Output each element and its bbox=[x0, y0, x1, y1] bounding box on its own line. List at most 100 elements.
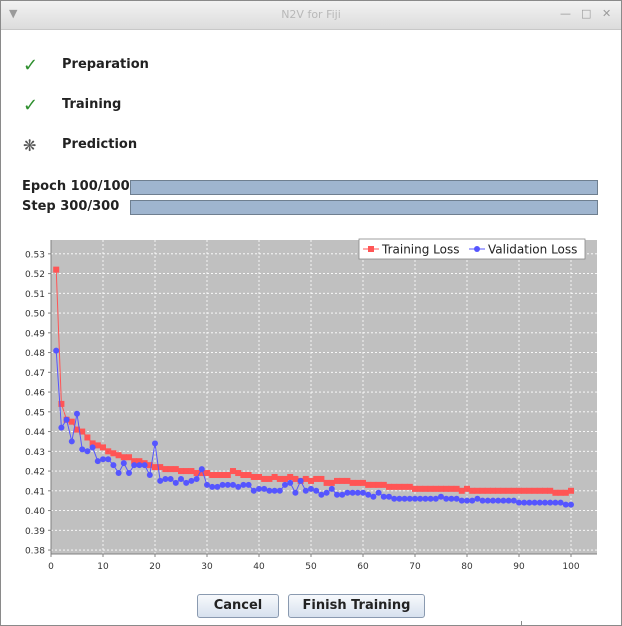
validation-loss-point bbox=[365, 491, 372, 498]
validation-loss-point bbox=[167, 475, 174, 482]
window-menu-icon[interactable]: ▼ bbox=[9, 7, 18, 20]
training-loss-point bbox=[157, 464, 164, 471]
validation-loss-point bbox=[323, 489, 330, 496]
training-loss-point bbox=[271, 473, 278, 480]
training-loss-point bbox=[74, 426, 80, 433]
training-loss-point bbox=[105, 448, 112, 455]
plot-area bbox=[51, 240, 597, 554]
validation-loss-point bbox=[63, 416, 70, 423]
validation-loss-point bbox=[318, 491, 325, 498]
validation-loss-point bbox=[146, 472, 153, 479]
minimize-icon[interactable]: — bbox=[560, 7, 571, 20]
validation-loss-point bbox=[110, 462, 117, 469]
validation-loss-point bbox=[266, 487, 273, 494]
training-loss-point bbox=[152, 464, 158, 471]
legend-validation-marker bbox=[474, 246, 480, 252]
validation-loss-point bbox=[495, 497, 502, 504]
cancel-button[interactable]: Cancel bbox=[197, 594, 279, 618]
training-loss-point bbox=[58, 400, 65, 407]
validation-loss-point bbox=[443, 495, 450, 502]
training-loss-point bbox=[209, 472, 216, 479]
y-tick-label: 0.40 bbox=[25, 507, 45, 517]
validation-loss-point bbox=[136, 462, 143, 469]
training-loss-point bbox=[448, 485, 455, 492]
maximize-icon[interactable]: □ bbox=[581, 7, 592, 20]
training-loss-point bbox=[282, 475, 288, 482]
validation-loss-point bbox=[141, 462, 148, 469]
validation-loss-point bbox=[230, 481, 236, 488]
training-loss-point bbox=[542, 487, 548, 494]
training-loss-point bbox=[417, 485, 424, 492]
validation-loss-point bbox=[209, 483, 216, 490]
validation-loss-point bbox=[406, 495, 413, 502]
validation-loss-point bbox=[505, 497, 512, 504]
validation-loss-point bbox=[183, 479, 190, 486]
validation-loss-point bbox=[157, 477, 164, 484]
training-loss-point bbox=[167, 466, 174, 473]
validation-loss-point bbox=[453, 495, 460, 502]
step-progress-label: Step 300/300 bbox=[22, 199, 120, 214]
validation-loss-point bbox=[58, 424, 65, 431]
training-loss-point bbox=[68, 418, 75, 425]
training-loss-point bbox=[323, 479, 330, 486]
training-loss-point bbox=[94, 442, 101, 449]
step-label: Prediction bbox=[62, 137, 138, 152]
training-loss-point bbox=[536, 487, 543, 494]
training-loss-point bbox=[53, 266, 60, 273]
close-icon[interactable]: ✕ bbox=[602, 7, 612, 20]
validation-loss-point bbox=[526, 499, 533, 506]
training-loss-point bbox=[245, 472, 252, 479]
validation-loss-point bbox=[344, 489, 351, 496]
title-bar: ▼ N2V for Fiji — □ ✕ bbox=[1, 1, 621, 30]
training-loss-point bbox=[266, 475, 273, 482]
training-loss-point bbox=[469, 487, 476, 494]
validation-loss-point bbox=[100, 456, 106, 463]
validation-loss-point bbox=[391, 495, 398, 502]
x-tick-label: 20 bbox=[149, 562, 161, 572]
training-loss-point bbox=[334, 477, 340, 484]
training-loss-point bbox=[500, 487, 507, 494]
window-title: N2V for Fiji bbox=[281, 8, 341, 21]
resize-divider bbox=[521, 621, 522, 625]
validation-loss-point bbox=[297, 477, 304, 484]
training-loss-point bbox=[287, 473, 294, 480]
finish-training-button[interactable]: Finish Training bbox=[288, 594, 425, 618]
y-tick-label: 0.39 bbox=[25, 527, 45, 537]
training-loss-point bbox=[162, 466, 169, 473]
validation-loss-point bbox=[94, 458, 101, 465]
x-tick-label: 0 bbox=[48, 562, 54, 572]
training-loss-point bbox=[401, 483, 408, 490]
training-loss-point bbox=[250, 473, 257, 480]
validation-loss-point bbox=[490, 497, 496, 504]
epoch-progress-bar bbox=[130, 180, 598, 195]
validation-loss-point bbox=[334, 491, 340, 498]
training-loss-point bbox=[547, 487, 554, 494]
validation-loss-point bbox=[339, 491, 346, 498]
validation-loss-point bbox=[386, 493, 392, 500]
validation-loss-point bbox=[89, 444, 96, 451]
training-loss-point bbox=[422, 485, 429, 492]
training-loss-point bbox=[79, 428, 86, 435]
validation-loss-point bbox=[224, 481, 231, 488]
training-loss-point bbox=[516, 487, 522, 494]
x-tick-label: 50 bbox=[305, 562, 317, 572]
training-loss-point bbox=[261, 475, 268, 482]
validation-loss-point bbox=[412, 495, 418, 502]
step-progress-bar bbox=[130, 200, 598, 215]
validation-loss-point bbox=[74, 410, 80, 417]
training-loss-point bbox=[126, 454, 132, 461]
validation-loss-point bbox=[178, 475, 184, 482]
x-tick-label: 80 bbox=[461, 562, 473, 572]
validation-loss-point bbox=[354, 489, 361, 496]
training-loss-point bbox=[318, 475, 325, 482]
training-loss-point bbox=[313, 475, 320, 482]
training-loss-point bbox=[110, 450, 117, 457]
validation-loss-point bbox=[308, 485, 314, 492]
validation-loss-point bbox=[380, 493, 387, 500]
validation-loss-point bbox=[568, 501, 574, 508]
validation-loss-point bbox=[292, 489, 299, 496]
validation-loss-point bbox=[542, 499, 548, 506]
legend-training-label: Training Loss bbox=[381, 243, 459, 257]
training-loss-point bbox=[292, 475, 299, 482]
validation-loss-point bbox=[531, 499, 538, 506]
